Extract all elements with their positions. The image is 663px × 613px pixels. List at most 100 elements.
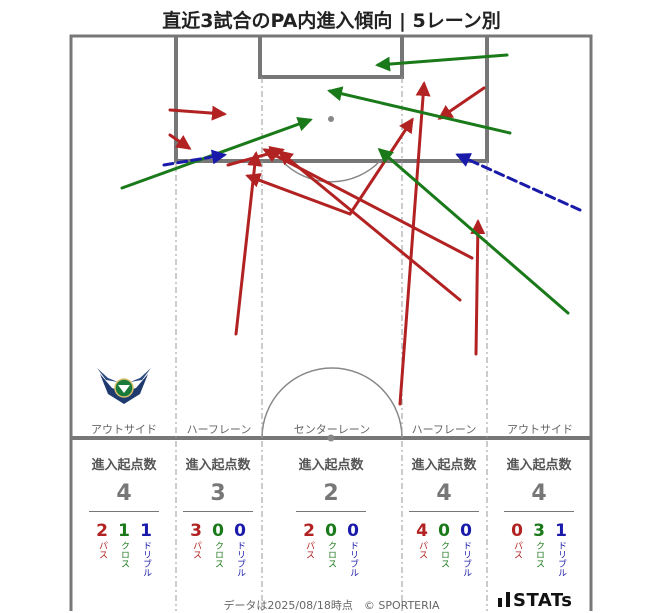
pass-label: パス xyxy=(97,541,107,559)
dribble-count: 0 ドリブル xyxy=(458,522,474,577)
dribble-count-value: 1 xyxy=(555,521,567,541)
stats-logo-text: STATs xyxy=(513,590,573,611)
dribble-label: ドリブル xyxy=(461,541,471,577)
pass-entry-arrow xyxy=(234,151,263,336)
goal-area xyxy=(258,36,404,79)
centre-circle xyxy=(261,367,403,439)
stat-breakdown: 4 パス 0 クロス 0 ドリブル xyxy=(404,522,484,577)
centre-spot xyxy=(327,434,335,442)
pass-label: パス xyxy=(304,541,314,559)
stat-header: 進入起点数 xyxy=(298,458,364,473)
pass-label: パス xyxy=(191,541,201,559)
cross-count-value: 0 xyxy=(212,521,224,541)
cross-label: クロス xyxy=(534,541,544,568)
lane-stat-2: 進入起点数 2 2 パス 0 クロス 0 ドリブル xyxy=(291,448,371,577)
dribble-count-value: 0 xyxy=(347,521,359,541)
dribble-entry-arrow xyxy=(455,153,582,212)
lane-stat-3: 進入起点数 4 4 パス 0 クロス 0 ドリブル xyxy=(404,448,484,577)
stats-logo: STATs xyxy=(498,590,572,611)
dribble-label: ドリブル xyxy=(348,541,358,577)
penalty-area xyxy=(174,36,489,163)
cross-count: 1 クロス xyxy=(116,522,132,577)
pass-count: 0 パス xyxy=(509,522,525,577)
stat-header: 進入起点数 xyxy=(506,458,572,473)
chart-title: 直近3試合のPA内進入傾向 | 5レーン別 xyxy=(162,10,501,32)
lane-label-center: センターレーン xyxy=(293,423,371,436)
stat-header: 進入起点数 xyxy=(91,458,157,473)
stat-total: 4 xyxy=(531,481,547,506)
team-crest-icon xyxy=(97,368,151,404)
pass-count-value: 2 xyxy=(96,521,108,541)
penalty-spot xyxy=(328,116,334,122)
lane-label-outside-right: アウトサイド xyxy=(507,423,573,436)
entry-arrows xyxy=(120,53,582,406)
pass-count: 4 パス xyxy=(414,522,430,577)
dribble-count: 0 ドリブル xyxy=(345,522,361,577)
cross-entry-arrow xyxy=(377,148,570,315)
pass-entry-arrow xyxy=(277,150,462,302)
pass-entry-arrow xyxy=(168,105,227,121)
stat-divider xyxy=(409,511,479,512)
cross-entry-arrow xyxy=(327,86,512,135)
lane-label-halfspace-right: ハーフレーン xyxy=(411,423,477,436)
cross-count-value: 0 xyxy=(325,521,337,541)
pass-count-value: 3 xyxy=(190,521,202,541)
cross-count: 0 クロス xyxy=(436,522,452,577)
dribble-label: ドリブル xyxy=(556,541,566,577)
stat-breakdown: 0 パス 3 クロス 1 ドリブル xyxy=(499,522,579,577)
stat-divider xyxy=(183,511,253,512)
lane-stat-1: 進入起点数 3 3 パス 0 クロス 0 ドリブル xyxy=(178,448,258,577)
pass-count-value: 0 xyxy=(511,521,523,541)
pitch-boundary xyxy=(69,34,593,611)
lane-label-outside-left: アウトサイド xyxy=(91,423,157,436)
stat-divider xyxy=(296,511,366,512)
stat-total: 4 xyxy=(116,481,132,506)
cross-entry-arrow xyxy=(375,53,509,72)
cross-count-value: 1 xyxy=(118,521,130,541)
pass-entry-arrow xyxy=(398,81,431,406)
lane-label-halfspace-left: ハーフレーン xyxy=(186,423,252,436)
dribble-count-value: 0 xyxy=(234,521,246,541)
cross-label: クロス xyxy=(439,541,449,568)
cross-count: 0 クロス xyxy=(323,522,339,577)
penalty-arc xyxy=(281,160,381,183)
stat-header: 進入起点数 xyxy=(411,458,477,473)
pass-count: 3 パス xyxy=(188,522,204,577)
pass-label: パス xyxy=(512,541,522,559)
dribble-count: 0 ドリブル xyxy=(232,522,248,577)
cross-count-value: 0 xyxy=(438,521,450,541)
cross-label: クロス xyxy=(326,541,336,568)
pass-count-value: 4 xyxy=(416,521,428,541)
pass-label: パス xyxy=(417,541,427,559)
stat-total: 2 xyxy=(323,481,339,506)
lane-stat-4: 進入起点数 4 0 パス 3 クロス 1 ドリブル xyxy=(499,448,579,577)
cross-count: 0 クロス xyxy=(210,522,226,577)
dribble-count: 1 ドリブル xyxy=(553,522,569,577)
pass-count-value: 2 xyxy=(303,521,315,541)
pass-entry-arrow xyxy=(470,219,486,356)
pass-entry-arrow xyxy=(437,86,486,120)
dribble-count: 1 ドリブル xyxy=(138,522,154,577)
pass-count: 2 パス xyxy=(94,522,110,577)
stat-breakdown: 2 パス 0 クロス 0 ドリブル xyxy=(291,522,371,577)
footer-credit: データは2025/08/18時点 © SPORTERIA xyxy=(223,599,440,612)
stat-breakdown: 2 パス 1 クロス 1 ドリブル xyxy=(84,522,164,577)
pass-count: 2 パス xyxy=(301,522,317,577)
pass-entry-arrow xyxy=(168,133,192,150)
stat-total: 4 xyxy=(436,481,452,506)
stat-header: 進入起点数 xyxy=(185,458,251,473)
stat-divider xyxy=(504,511,574,512)
lane-stat-0: 進入起点数 4 2 パス 1 クロス 1 ドリブル xyxy=(84,448,164,577)
cross-label: クロス xyxy=(213,541,223,568)
cross-label: クロス xyxy=(119,541,129,568)
dribble-label: ドリブル xyxy=(141,541,151,577)
cross-count: 3 クロス xyxy=(531,522,547,577)
pass-entry-arrow xyxy=(245,173,352,216)
dribble-count-value: 1 xyxy=(140,521,152,541)
stat-breakdown: 3 パス 0 クロス 0 ドリブル xyxy=(178,522,258,577)
stat-divider xyxy=(89,511,159,512)
dribble-label: ドリブル xyxy=(235,541,245,577)
stat-total: 3 xyxy=(210,481,226,506)
dribble-count-value: 0 xyxy=(460,521,472,541)
pass-entry-arrow xyxy=(348,117,414,216)
